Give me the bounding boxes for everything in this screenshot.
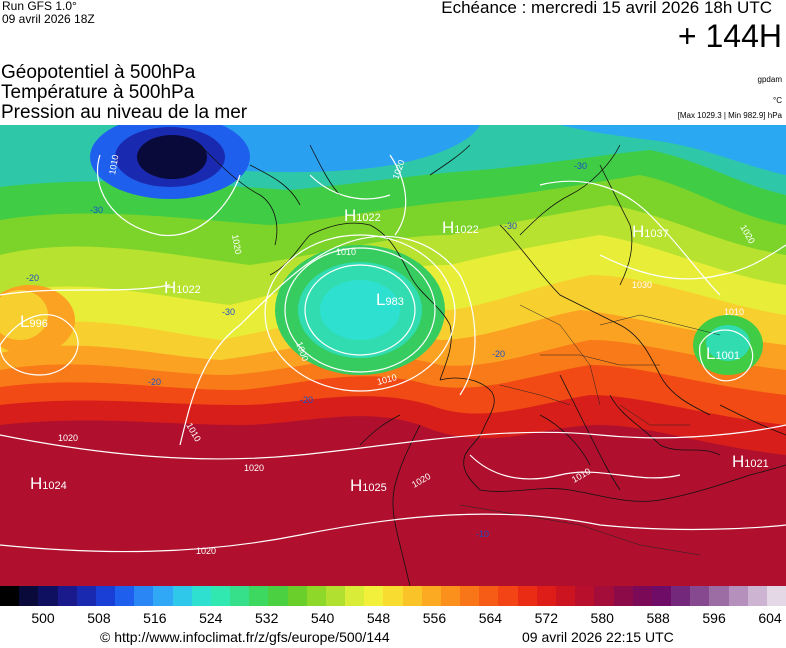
scale-tick-label: 508 [87,610,111,626]
field-temperature: Température à 500hPa [1,82,195,103]
scale-swatch [690,586,710,606]
scale-swatch [191,586,211,606]
scale-tick-label: 532 [255,610,279,626]
scale-swatch [57,586,77,606]
scale-swatch [0,586,20,606]
scale-tick-label: 500 [31,610,55,626]
scale-tick-label: 524 [199,610,223,626]
scale-swatch [115,586,135,606]
field-pressure: Pression au niveau de la mer [1,102,248,123]
scale-swatch [268,586,288,606]
scale-swatch [287,586,307,606]
scale-swatch [728,586,748,606]
system-l-2: L983 [376,290,404,309]
temperature-label: -10 [476,529,489,539]
temperature-label: -20 [148,377,161,387]
scale-swatch [383,586,403,606]
system-l-3: L1001 [706,344,740,363]
scale-tick-label: 540 [310,610,335,626]
scale-swatch [460,586,480,606]
isobar-label: 1020 [58,433,78,443]
scale-swatch [345,586,365,606]
scale-swatch [76,586,96,606]
scale-tick-label: 548 [366,610,391,626]
scale-tick-label: 516 [143,610,167,626]
weather-map: H1022 H1022 H1037 H1022 L996 L983 L1001 … [0,125,786,586]
scale-swatch [594,586,614,606]
temperature-label: -30 [222,307,235,317]
scale-swatch [306,586,326,606]
color-scale [0,586,786,606]
system-l-1: L996 [20,312,48,331]
system-h-7: H1021 [732,452,769,471]
run-date: 09 avril 2026 18Z [2,12,95,26]
scale-tick-label: 556 [422,610,447,626]
scale-swatch [364,586,384,606]
system-h-6: H1025 [350,476,387,495]
forecast-hour: + 144H [677,18,782,54]
scale-swatch [479,586,499,606]
isobar-label: 1010 [724,307,744,317]
isobar-label: 1020 [230,234,243,255]
scale-swatch [613,586,633,606]
scale-swatch [709,586,729,606]
temperature-label: -20 [300,395,313,405]
scale-swatch [38,586,58,606]
temperature-label: -20 [492,349,505,359]
scale-tick-label: 580 [590,610,614,626]
scale-swatch [536,586,556,606]
scale-swatch [134,586,154,606]
temperature-label: -30 [574,161,587,171]
scale-tick-label: 604 [758,610,782,626]
system-h-3: H1037 [632,222,669,241]
scale-swatch [153,586,173,606]
scale-tick-label: 588 [646,610,670,626]
temperature-label: -30 [90,205,103,215]
scale-swatch [632,586,652,606]
scale-swatch [747,586,767,606]
temperature-label: -20 [26,273,39,283]
field-geopotential: Géopotentiel à 500hPa [1,62,196,83]
scale-tick-label: 572 [534,610,558,626]
forecast-time: Echéance : mercredi 15 avril 2026 18h UT… [441,0,772,17]
scale-tick-label: 564 [478,610,503,626]
scale-tick-label: 596 [702,610,726,626]
copyright-text: © http://www.infoclimat.fr/z/gfs/europe/… [100,629,390,645]
unit-gpdam: gpdam [757,75,782,84]
scale-swatch [440,586,461,606]
scale-swatch [230,586,250,606]
system-h-2: H1022 [164,278,201,297]
header: Run GFS 1.0° 09 avril 2026 18Z Echéance … [0,0,786,125]
generated-time: 09 avril 2026 22:15 UTC [522,629,674,645]
scale-swatch [210,586,231,606]
scale-swatch [249,586,269,606]
scale-swatch [671,586,691,606]
scale-swatch [498,586,518,606]
scale-swatch [651,586,672,606]
scale-swatch [575,586,595,606]
field-list: Géopotentiel à 500hPa Température à 500h… [1,63,247,123]
temperature-label: -30 [504,221,517,231]
unit-celsius: °C [773,96,782,105]
isobar-label: 1010 [336,247,356,257]
system-h-1: H1022 [344,206,381,225]
run-label: Run GFS 1.0° [2,0,77,13]
isobar-label: 1020 [196,546,216,556]
system-h-4: H1022 [442,218,479,237]
scale-swatch [421,586,441,606]
scale-swatch [325,586,346,606]
isobar-label: 1010 [107,154,120,175]
isobar-label: 1030 [632,280,652,290]
scale-swatch [172,586,192,606]
scale-swatch [19,586,39,606]
unit-pressure-range: [Max 1029.3 | Min 982.9] hPa [677,111,782,120]
scale-swatch [402,586,422,606]
isobar-label: 1020 [244,463,264,473]
scale-swatch [766,586,786,606]
system-h-5: H1024 [30,474,67,493]
scale-swatch [95,586,116,606]
scale-swatch [555,586,576,606]
color-scale-ticks: 500 508 516 524 532 540 548 556 564 572 580 588 596 6… [0,606,786,626]
scale-swatch [517,586,537,606]
